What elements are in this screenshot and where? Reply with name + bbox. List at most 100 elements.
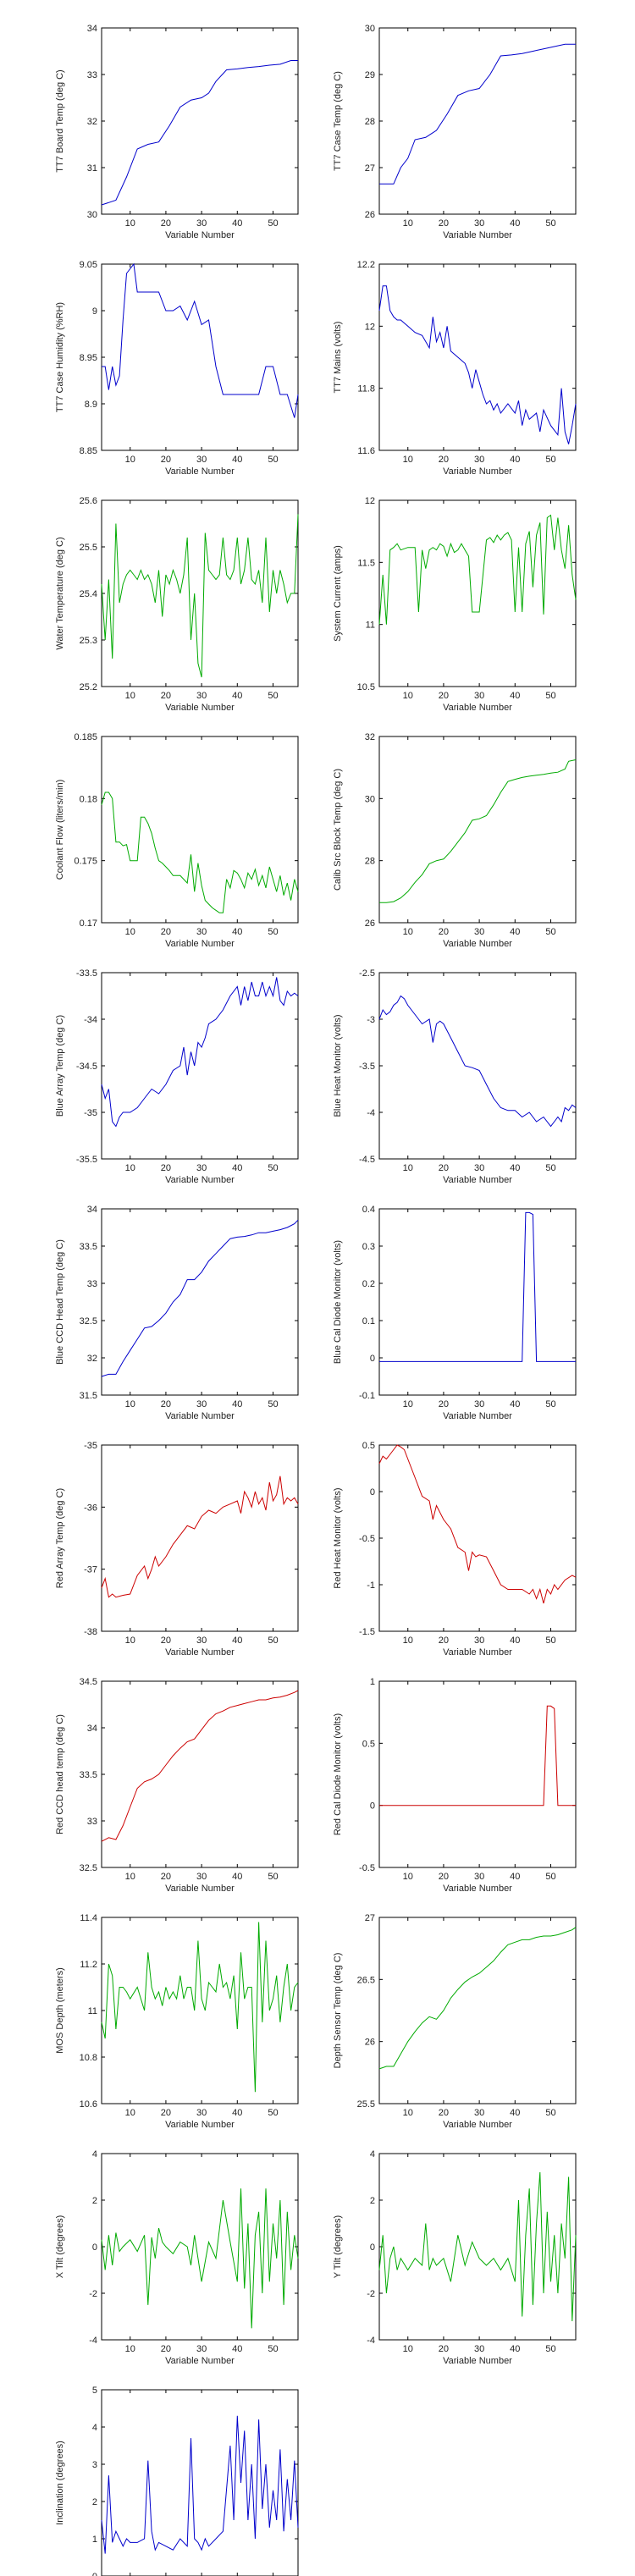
x-tick-label: 30: [196, 1163, 207, 1173]
x-tick-label: 30: [474, 2344, 484, 2354]
series-line: [101, 60, 298, 206]
plot-frame: [101, 263, 299, 451]
y-axis-label: Coolant Flow (liters/min): [55, 780, 65, 880]
y-tick-label: -3.5: [359, 1062, 375, 1072]
y-tick-label: 30: [365, 24, 375, 34]
x-tick-label: 20: [439, 927, 449, 937]
plot-frame: [101, 1917, 299, 2104]
series-line: [379, 1705, 576, 1807]
x-axis-label: Variable Number: [165, 2356, 235, 2366]
y-tick-label: 34: [87, 1205, 97, 1215]
series-line: [379, 759, 577, 903]
y-tick-label: 2: [92, 2196, 97, 2206]
series-line: [101, 1476, 299, 1598]
y-axis-label: Y Tilt (degrees): [333, 2215, 343, 2278]
y-axis-label: Blue Array Temp (deg C): [55, 1015, 65, 1117]
y-axis-label: Blue Cal Diode Monitor (volts): [333, 1240, 343, 1364]
y-tick-label: 27: [365, 163, 375, 174]
y-tick-label: 12.2: [357, 260, 375, 270]
y-tick-label: 11.4: [80, 1913, 97, 1923]
x-tick-label: 30: [196, 1399, 207, 1409]
x-tick-label: 30: [196, 1872, 207, 1882]
x-tick-label: 50: [268, 927, 278, 937]
y-tick-label: 1: [92, 2535, 97, 2545]
x-axis-label: Variable Number: [443, 2356, 512, 2366]
y-tick-label: -0.5: [359, 1534, 375, 1544]
y-tick-label: 0.18: [80, 794, 97, 804]
y-tick-label: -0.5: [359, 1863, 375, 1873]
series-line: [101, 792, 299, 913]
plot-frame: [378, 972, 577, 1160]
x-tick-label: 10: [403, 927, 413, 937]
x-tick-label: 20: [161, 1399, 171, 1409]
y-tick-label: 0: [370, 1354, 375, 1364]
y-tick-label: 4: [370, 2149, 375, 2160]
y-tick-label: 11.2: [80, 1960, 97, 1970]
y-tick-label: 32.5: [80, 1863, 97, 1873]
y-tick-label: 11: [366, 621, 375, 631]
y-tick-label: 12: [365, 496, 375, 506]
chart-18: 10 20 30 40 50 25.5 26 26.5 27 Variable Number Dep…: [333, 1913, 577, 2130]
plot-frame: [101, 2389, 299, 2576]
plot-frame: [101, 1680, 299, 1868]
chart-8: 10 20 30 40 50 26 28 30 32 Variable Number Calib S…: [333, 732, 577, 949]
x-axis-label: Variable Number: [443, 1884, 512, 1894]
y-tick-label: 9: [92, 306, 97, 317]
y-tick-label: 25.5: [357, 2099, 375, 2110]
y-tick-label: 0.4: [362, 1205, 375, 1215]
x-axis-label: Variable Number: [165, 939, 235, 949]
x-tick-label: 40: [232, 1636, 242, 1646]
plot-frame: [101, 736, 299, 924]
chart-14: 10 20 30 40 50 -1.5 -1 -0.5 0 0.5 Variable Number R…: [333, 1441, 577, 1658]
x-tick-label: 40: [232, 691, 242, 701]
y-tick-label: 0: [92, 2572, 97, 2576]
x-tick-label: 50: [545, 2344, 555, 2354]
x-tick-label: 40: [510, 691, 520, 701]
series-line: [378, 995, 577, 1128]
x-tick-label: 20: [439, 691, 449, 701]
series-line: [101, 2188, 299, 2329]
x-tick-label: 20: [439, 218, 449, 229]
chart-10: 10 20 30 40 50 -4.5 -4 -3.5 -3 -2.5 Variable Numbe…: [333, 968, 577, 1185]
y-tick-label: -2: [89, 2289, 97, 2299]
y-tick-label: 0: [370, 2242, 375, 2253]
y-tick-label: 25.3: [80, 636, 97, 646]
y-tick-label: 32: [87, 1354, 97, 1364]
y-axis-label: Calib Src Block Temp (deg C): [333, 769, 343, 891]
x-tick-label: 10: [403, 1399, 413, 1409]
y-tick-label: 9.05: [80, 260, 97, 270]
x-tick-label: 20: [439, 1163, 449, 1173]
y-tick-label: 31: [87, 163, 97, 174]
x-tick-label: 50: [545, 455, 555, 465]
y-tick-label: -1: [367, 1580, 375, 1591]
x-tick-label: 40: [232, 455, 242, 465]
series-line: [101, 1922, 299, 2093]
x-axis-label: Variable Number: [165, 466, 235, 477]
x-tick-label: 20: [161, 2344, 171, 2354]
x-tick-label: 10: [125, 1872, 135, 1882]
y-tick-label: 30: [365, 794, 375, 804]
y-tick-label: 26: [365, 2038, 375, 2048]
x-axis-label: Variable Number: [443, 1411, 512, 1421]
x-tick-label: 50: [268, 691, 278, 701]
x-tick-label: 40: [510, 1872, 520, 1882]
y-axis-label: TT7 Case Temp (deg C): [333, 71, 343, 171]
x-tick-label: 20: [161, 455, 171, 465]
y-axis-label: X Tilt (degrees): [55, 2215, 65, 2279]
y-axis-label: System Current (amps): [333, 545, 343, 642]
series-line: [378, 514, 577, 625]
y-tick-label: 34.5: [80, 1677, 97, 1687]
x-tick-label: 10: [125, 455, 135, 465]
x-tick-label: 50: [545, 1636, 555, 1646]
x-tick-label: 20: [161, 1636, 171, 1646]
x-tick-label: 50: [545, 1399, 555, 1409]
chart-1: 10 20 30 40 50 30 31 32 33 34 Variable Number TT7 B…: [55, 24, 299, 240]
y-tick-label: 33: [87, 1817, 97, 1827]
x-tick-label: 20: [439, 1399, 449, 1409]
y-tick-label: 12: [365, 322, 375, 332]
x-tick-label: 20: [161, 927, 171, 937]
x-tick-label: 10: [403, 2108, 413, 2118]
y-tick-label: -3: [367, 1015, 375, 1025]
x-tick-label: 20: [161, 1163, 171, 1173]
y-axis-label: Red Heat Monitor (volts): [333, 1487, 343, 1588]
